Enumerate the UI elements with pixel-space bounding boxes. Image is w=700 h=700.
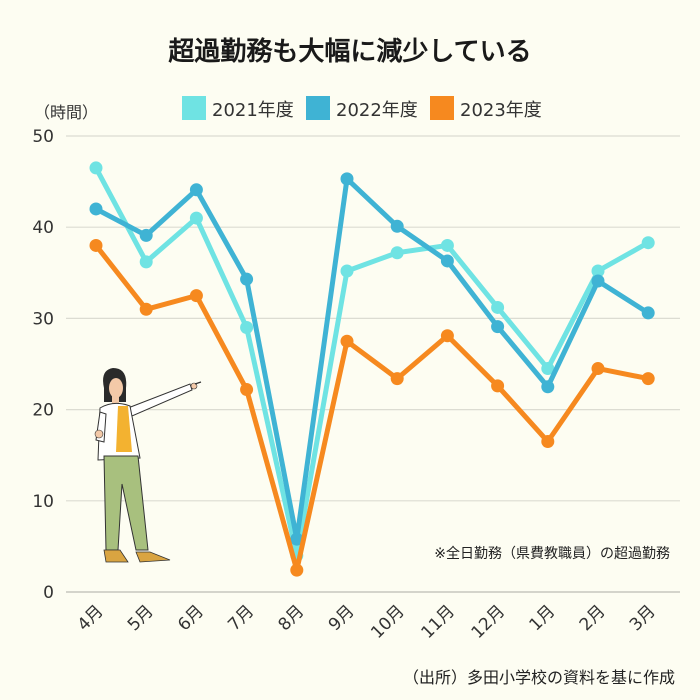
legend-item: 2021年度 [182,96,294,121]
data-point [340,172,354,186]
data-point [541,362,555,376]
x-tick-label: 9月 [325,601,359,635]
data-point [240,383,254,397]
y-tick-label: 30 [32,309,54,329]
x-tick-label: 12月 [468,601,509,642]
y-tick-label: 0 [43,583,54,603]
x-tick-label: 1月 [526,601,560,635]
data-point [89,161,103,175]
legend-swatch [430,96,454,120]
data-point [440,254,454,268]
series-1 [89,161,655,563]
data-point [89,202,103,216]
chart-title: 超過勤務も大幅に減少している [168,37,531,67]
x-tick-label: 8月 [275,601,309,635]
data-point [139,255,153,269]
data-point [139,302,153,316]
legend-item: 2023年度 [430,96,542,121]
x-tick-label: 3月 [626,601,660,635]
series-line [93,176,651,542]
data-point [189,289,203,303]
data-point [290,532,304,546]
x-tick-label: 10月 [367,601,408,642]
data-point [641,236,655,250]
x-tick-label: 11月 [417,601,458,642]
legend-swatch [182,96,206,120]
chart-source: （出所）多田小学校の資料を基に作成 [403,668,675,687]
legend-item: 2022年度 [306,96,418,121]
data-point [240,272,254,286]
x-tick-label: 6月 [174,601,208,635]
data-point [390,246,404,260]
data-point [491,300,505,314]
y-axis-unit: （時間） [34,103,98,122]
data-point [340,334,354,348]
data-point [390,372,404,386]
y-tick-label: 10 [32,492,54,512]
data-point [139,228,153,242]
data-point [491,379,505,393]
series-3 [89,238,655,577]
legend: 2021年度 2022年度 2023年度 [182,96,542,121]
x-axis: 4月 5月 6月 7月 8月 9月 10月 11月 12月 1月 2月 3月 [74,601,660,642]
data-point [390,219,404,233]
data-point [240,321,254,335]
data-point [340,264,354,278]
legend-label: 2023年度 [460,100,542,121]
chart-note: ※全日勤務（県費教職員）の超過勤務 [434,545,670,562]
y-tick-label: 20 [32,401,54,421]
x-tick-label: 4月 [74,601,108,635]
legend-label: 2022年度 [336,100,418,121]
legend-label: 2021年度 [212,100,294,121]
data-point [440,238,454,252]
series-layer [89,161,655,577]
data-point [641,372,655,386]
y-axis: 0 10 20 30 40 50 [32,127,54,603]
data-point [541,435,555,449]
presenter-illustration [94,368,202,563]
x-tick-label: 2月 [576,601,610,635]
series-line [93,165,651,559]
series-line [93,242,651,573]
gridlines [66,135,680,593]
y-tick-label: 40 [32,218,54,238]
legend-swatch [306,96,330,120]
data-point [189,183,203,197]
x-tick-label: 7月 [224,601,258,635]
x-tick-label: 5月 [124,601,158,635]
data-point [89,238,103,252]
series-2 [89,172,655,546]
data-point [189,211,203,225]
data-point [541,380,555,394]
data-point [591,274,605,288]
data-point [440,329,454,343]
data-point [591,264,605,278]
data-point [491,320,505,334]
data-point [290,563,304,577]
y-tick-label: 50 [32,127,54,147]
data-point [641,306,655,320]
data-point [591,362,605,376]
